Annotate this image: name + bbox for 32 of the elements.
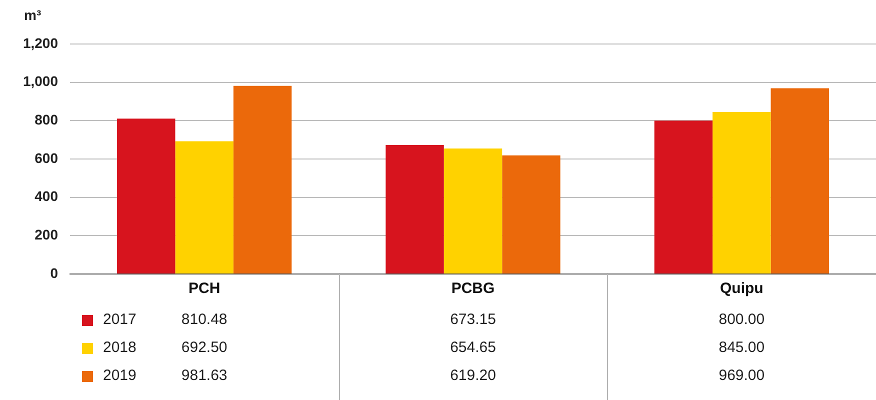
legend-label: 2019 [103,367,136,384]
y-tick-label: 1,000 [22,73,58,90]
bar [117,118,176,274]
bar [502,155,560,274]
y-tick-label: 200 [34,226,58,243]
y-tick-label: 600 [34,150,58,166]
bar [712,112,771,274]
bar [654,120,713,274]
x-tick-label: PCH [188,280,220,298]
data-label: 969.00 [718,367,765,384]
y-tick-label: 800 [34,112,58,128]
y-tick-label: 1,200 [22,34,58,51]
data-label: 981.63 [181,367,228,384]
bar [233,86,292,274]
x-tick-label: Quipu [720,280,764,298]
legend-label: 2018 [103,339,136,356]
y-axis-title: m³ [24,6,42,23]
bar [175,141,234,274]
bar [386,144,444,274]
y-tick-label: 400 [34,188,58,204]
data-label: 810.48 [181,311,228,328]
data-label: 692.50 [181,339,228,356]
x-tick-label: PCBG [451,280,495,298]
legend-label: 2017 [103,311,136,328]
data-label: 673.15 [450,311,496,328]
data-label: 619.20 [450,367,496,384]
bar [444,148,502,274]
data-label: 800.00 [718,311,765,328]
data-label: 845.00 [718,339,765,356]
bar [770,88,829,274]
y-tick-label: 0 [50,264,58,281]
data-label: 654.65 [450,339,496,356]
